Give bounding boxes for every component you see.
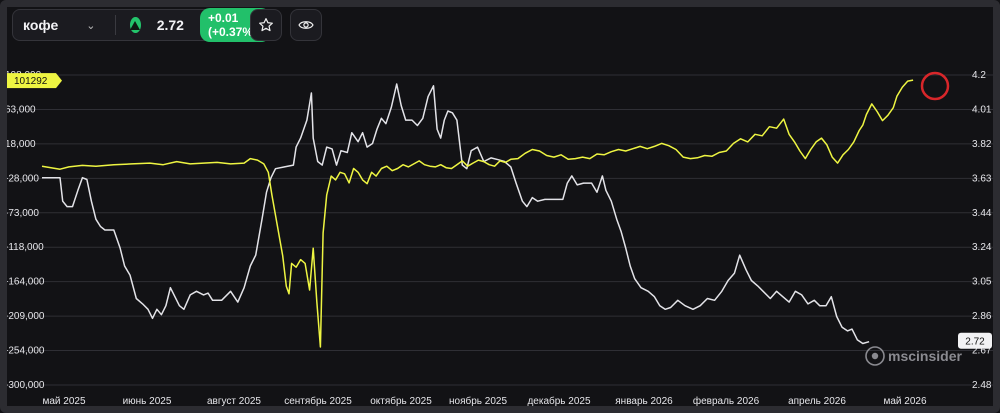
y-axis-left: 108,00063,00018,000-28,000-73,000-118,00… bbox=[5, 70, 45, 391]
right-tick-label: 3.63 bbox=[972, 173, 992, 184]
last-value-badge-right: 2.72 bbox=[958, 332, 992, 349]
left-tick-label: -209,000 bbox=[5, 311, 45, 322]
watermark-text: mscinsider bbox=[888, 348, 962, 364]
x-tick-label: февраль 2026 bbox=[693, 395, 760, 407]
left-tick-label: -28,000 bbox=[5, 173, 39, 184]
x-tick-label: ноябрь 2025 bbox=[449, 395, 507, 407]
series-line-0 bbox=[42, 83, 870, 345]
right-tick-label: 4.01 bbox=[972, 104, 992, 115]
trend-up-icon bbox=[130, 17, 141, 33]
series-lines bbox=[41, 79, 914, 348]
right-tick-label: 2.48 bbox=[972, 380, 992, 391]
x-tick-label: сентябрь 2025 bbox=[284, 395, 352, 407]
left-tick-label: -164,000 bbox=[5, 277, 45, 288]
right-tick-label: 3.24 bbox=[972, 242, 992, 253]
visibility-button[interactable] bbox=[290, 9, 322, 41]
star-icon bbox=[259, 18, 273, 32]
x-tick-label: август 2025 bbox=[207, 396, 261, 407]
x-tick-label: апрель 2026 bbox=[788, 396, 846, 407]
left-tick-label: 63,000 bbox=[5, 104, 36, 115]
last-value-badge-left: 101292 bbox=[6, 73, 62, 89]
x-axis: май 2025 июнь 2025 август 2025 сентябрь 202… bbox=[42, 395, 926, 407]
left-tick-label: -118,000 bbox=[5, 242, 44, 253]
divider bbox=[115, 15, 117, 35]
left-tick-label: 18,000 bbox=[5, 139, 36, 150]
y-axis-right: 4.2 4.01 3.82 3.63 3.44 3.24 3.05 2.86 2.67 2.48 bbox=[972, 70, 992, 391]
x-tick-label: июнь 2025 bbox=[123, 396, 172, 407]
x-tick-label: май 2026 bbox=[883, 396, 926, 407]
left-tick-label: -254,000 bbox=[5, 346, 45, 357]
chevron-down-icon[interactable]: ⌄ bbox=[86, 19, 96, 32]
asset-value: 2.72 bbox=[156, 17, 184, 33]
toolbar: кофе ⌄ 2.72 +0.01 (+0.37%) bbox=[12, 8, 322, 43]
series-line-1 bbox=[41, 79, 914, 348]
last-value-label: 101292 bbox=[14, 76, 48, 87]
eye-icon bbox=[298, 21, 314, 29]
asset-name: кофе bbox=[23, 17, 59, 33]
value-badges: 2.72 101292 bbox=[6, 73, 992, 349]
right-tick-label: 2.67 bbox=[972, 346, 992, 357]
favorite-button[interactable] bbox=[250, 9, 282, 41]
highlight-circle bbox=[920, 71, 950, 101]
right-tick-label: 3.82 bbox=[972, 139, 992, 150]
right-tick-label: 3.44 bbox=[972, 208, 992, 219]
right-tick-label: 2.86 bbox=[972, 311, 992, 322]
x-tick-label: май 2025 bbox=[42, 396, 85, 407]
x-tick-label: декабрь 2025 bbox=[527, 395, 591, 407]
x-tick-label: октябрь 2025 bbox=[370, 395, 432, 407]
x-tick-label: январь 2026 bbox=[615, 396, 673, 407]
watermark-logo: mscinsider bbox=[865, 346, 962, 366]
right-tick-label: 4.2 bbox=[972, 70, 986, 81]
grid bbox=[6, 74, 994, 386]
left-tick-label: -300,000 bbox=[5, 380, 45, 391]
left-tick-label: -73,000 bbox=[5, 208, 39, 219]
last-value-label: 2.72 bbox=[965, 337, 985, 348]
right-tick-label: 3.05 bbox=[972, 277, 992, 288]
